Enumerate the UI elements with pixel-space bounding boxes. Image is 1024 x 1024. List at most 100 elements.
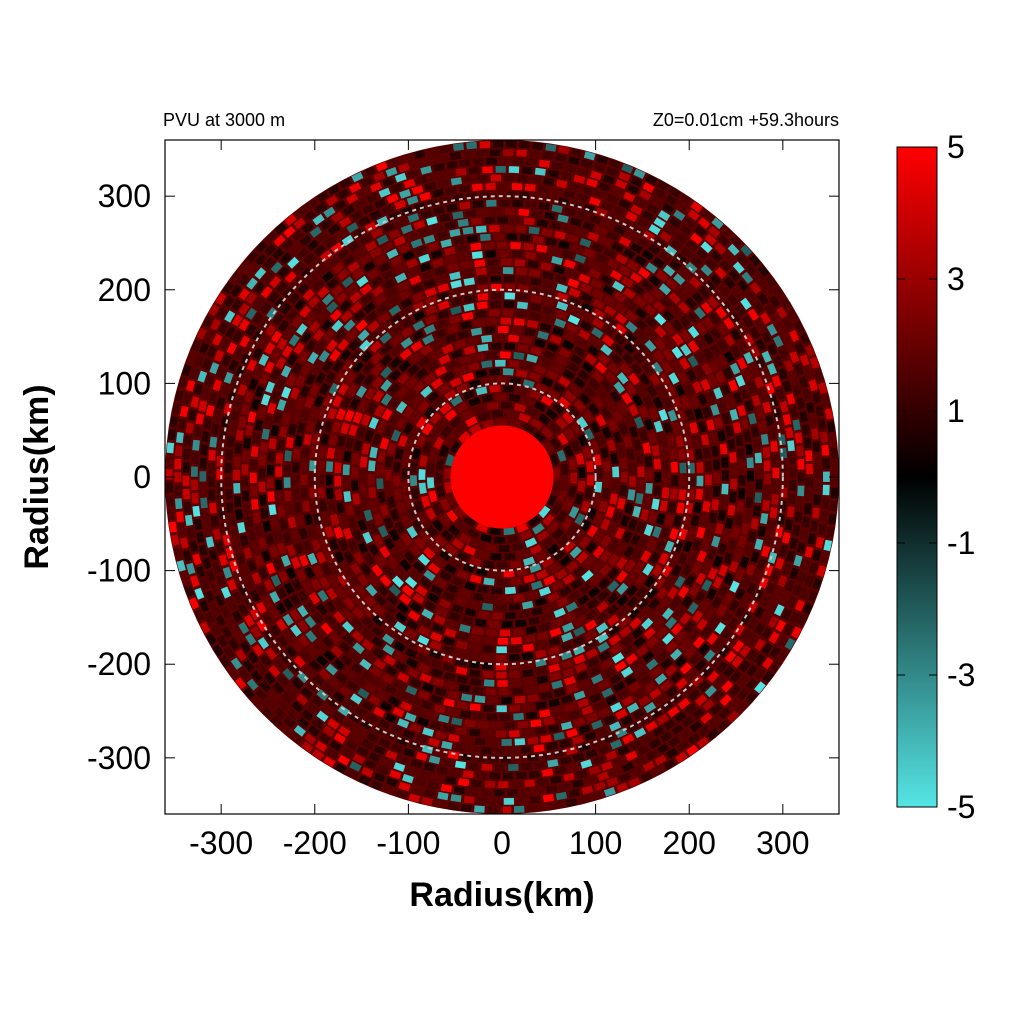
pv-cell <box>607 580 620 593</box>
pv-cell <box>563 390 577 403</box>
pv-cell <box>182 488 191 500</box>
pv-cell <box>548 422 561 435</box>
pv-cell <box>521 336 533 345</box>
pv-cell <box>635 493 644 505</box>
pv-cell <box>207 463 215 474</box>
pv-cell <box>568 296 581 307</box>
pv-cell <box>663 719 676 731</box>
pv-cell <box>324 236 337 248</box>
pv-cell <box>348 424 358 437</box>
pv-cell <box>617 745 630 756</box>
pv-cell <box>455 666 468 676</box>
pv-cell <box>535 666 548 676</box>
pv-cell <box>580 519 592 532</box>
pv-cell <box>719 443 728 455</box>
pv-cell <box>250 459 258 470</box>
pv-cell <box>340 562 352 575</box>
pv-cell <box>567 234 579 244</box>
pv-cell <box>329 632 342 645</box>
pv-cell <box>351 630 364 643</box>
pv-cell <box>727 710 740 723</box>
pv-cell <box>184 585 195 598</box>
pv-cell <box>430 631 443 642</box>
pv-cell <box>502 772 514 780</box>
pv-cell <box>524 634 536 644</box>
pv-cell <box>235 429 244 441</box>
pv-cell <box>426 592 440 604</box>
pv-cell <box>210 582 221 595</box>
pv-cell <box>678 489 687 501</box>
pv-cell <box>528 515 541 528</box>
pv-cell <box>585 748 598 759</box>
pv-cell <box>342 621 355 634</box>
pv-cell <box>364 553 376 566</box>
pv-cell <box>371 636 384 648</box>
pv-cell <box>612 410 624 423</box>
pv-cell <box>272 313 284 326</box>
pv-cell <box>632 394 644 407</box>
pv-cell <box>527 753 539 762</box>
pv-cell <box>466 141 477 150</box>
pv-cell <box>664 576 676 589</box>
pv-cell <box>653 458 662 470</box>
pv-cell <box>495 393 507 401</box>
pv-cell <box>714 675 727 688</box>
pv-cell <box>555 309 568 320</box>
pv-cell <box>727 539 737 552</box>
pv-cell <box>667 586 679 600</box>
pv-cell <box>787 308 799 321</box>
pv-cell <box>397 672 410 683</box>
pv-cell <box>635 330 648 343</box>
pv-cell <box>505 191 517 199</box>
pv-cell <box>443 672 456 682</box>
pv-cell <box>659 680 673 692</box>
pv-cell <box>373 772 386 783</box>
pv-cell <box>522 728 534 737</box>
pv-cell <box>367 474 375 485</box>
pv-cell <box>661 360 673 374</box>
pv-cell <box>491 587 503 595</box>
pv-cell <box>679 267 692 280</box>
pv-cell <box>610 269 623 281</box>
pv-cell <box>685 668 698 681</box>
pv-cell <box>376 302 389 315</box>
pv-cell <box>220 586 232 599</box>
pv-cell <box>792 419 801 431</box>
pv-cell <box>233 456 241 468</box>
pv-cell <box>444 543 458 556</box>
pv-cell <box>339 216 352 228</box>
pv-cell <box>710 703 723 716</box>
pv-cell <box>630 242 643 254</box>
pv-cell <box>736 701 749 714</box>
pv-cell <box>675 631 687 644</box>
pv-cell <box>192 505 201 517</box>
pv-cell <box>370 500 380 512</box>
pv-cell <box>662 460 670 472</box>
pv-cell <box>236 553 246 566</box>
pv-cell <box>722 367 734 380</box>
pv-cell <box>468 166 480 175</box>
pv-cell <box>750 426 760 438</box>
pv-cell <box>501 696 512 704</box>
pv-cell <box>554 766 567 775</box>
pv-cell <box>659 373 671 386</box>
pv-cell <box>528 226 540 235</box>
pv-cell <box>174 458 182 470</box>
pv-cell <box>740 629 752 642</box>
pv-cell <box>728 379 739 392</box>
pv-cell <box>496 705 507 713</box>
pv-cell <box>730 465 738 476</box>
pv-cell <box>704 607 716 620</box>
pv-cell <box>431 773 444 783</box>
pv-cell <box>820 431 828 443</box>
pv-cell <box>276 337 288 351</box>
pv-cell <box>583 151 596 161</box>
pv-cell <box>329 349 341 362</box>
pv-cell <box>543 602 557 613</box>
pv-cell <box>577 594 590 606</box>
pv-cell <box>298 527 309 540</box>
pv-cell <box>208 392 219 404</box>
pv-cell <box>450 279 462 289</box>
pv-cell <box>809 356 820 369</box>
pv-cell <box>678 528 688 541</box>
